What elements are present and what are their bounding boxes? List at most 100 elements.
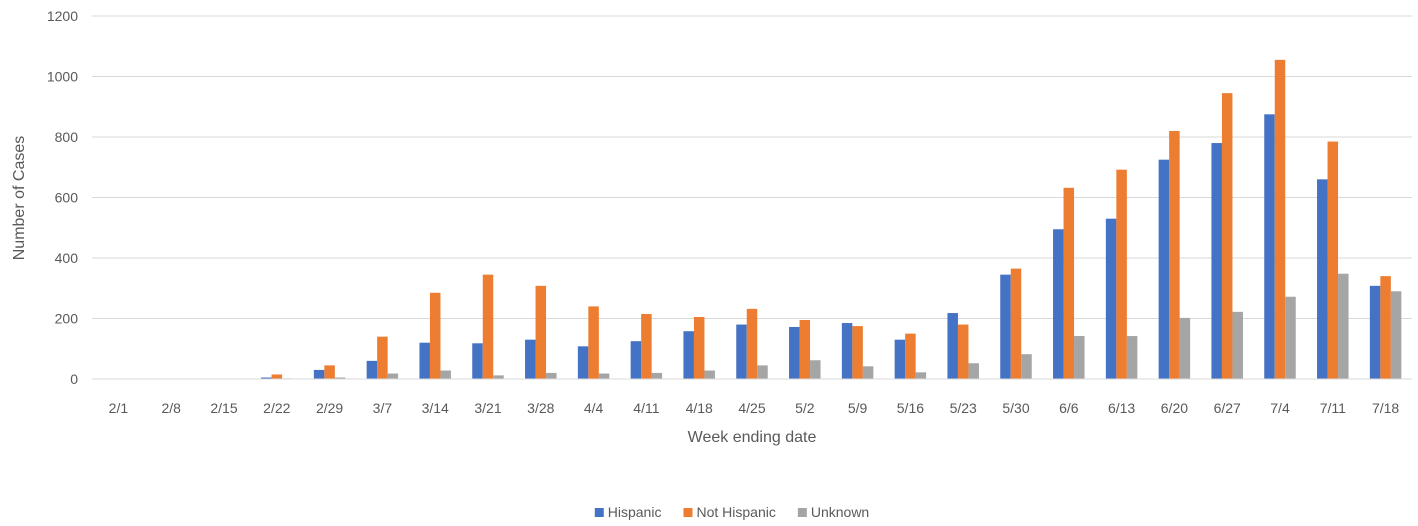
x-tick-label: 4/18 <box>686 400 713 416</box>
x-tick-label: 4/4 <box>584 400 604 416</box>
bar-hispanic <box>947 313 958 379</box>
x-tick-label: 3/21 <box>474 400 501 416</box>
y-tick-label: 1000 <box>47 69 78 85</box>
bar-not-hispanic <box>1169 130 1180 379</box>
x-tick-label: 4/25 <box>738 400 765 416</box>
bar-hispanic <box>630 341 642 379</box>
x-tick-label: 3/28 <box>527 400 554 416</box>
y-tick-label: 400 <box>55 250 79 266</box>
bar-not-hispanic <box>852 326 863 379</box>
bar-unknown <box>334 377 346 379</box>
bar-unknown <box>968 363 979 379</box>
x-tick-label: 2/15 <box>210 400 237 416</box>
bar-not-hispanic <box>324 365 335 379</box>
bar-hispanic <box>1158 159 1170 379</box>
x-tick-label: 5/23 <box>950 400 977 416</box>
bar-not-hispanic <box>693 316 705 379</box>
legend-swatch <box>594 508 604 517</box>
bar-unknown <box>1390 291 1402 379</box>
bar-unknown <box>651 372 663 379</box>
bar-hispanic <box>313 369 325 379</box>
legend-item-not-hispanic: Not Hispanic <box>683 504 776 520</box>
bar-unknown <box>440 370 451 379</box>
gridlines <box>92 15 1412 319</box>
bar-unknown <box>1179 317 1191 379</box>
x-axis-title: Week ending date <box>688 429 817 446</box>
x-tick-label: 6/6 <box>1059 400 1079 416</box>
bar-hispanic <box>1105 218 1117 379</box>
x-tick-label: 5/9 <box>848 400 868 416</box>
legend-item-unknown: Unknown <box>797 504 869 520</box>
bars <box>261 59 1402 380</box>
bar-unknown <box>387 373 399 379</box>
bar-not-hispanic <box>1221 93 1233 379</box>
bar-unknown <box>1074 336 1085 379</box>
bar-not-hispanic <box>535 285 547 379</box>
bar-unknown <box>1232 311 1243 379</box>
bar-hispanic <box>789 326 800 379</box>
bar-not-hispanic <box>482 274 494 379</box>
bar-unknown <box>546 372 557 379</box>
x-tick-label: 2/8 <box>161 400 181 416</box>
y-tick-label: 200 <box>55 311 79 327</box>
bar-not-hispanic <box>429 292 441 379</box>
bar-hispanic <box>419 342 430 379</box>
legend: Hispanic Not Hispanic Unknown <box>594 504 869 520</box>
legend-label: Hispanic <box>608 504 662 520</box>
bar-hispanic <box>1317 179 1328 379</box>
x-tick-label: 7/11 <box>1320 400 1346 416</box>
bar-not-hispanic <box>641 313 652 379</box>
bar-not-hispanic <box>1010 268 1022 379</box>
bar-hispanic <box>736 324 747 379</box>
x-tick-label: 5/30 <box>1002 400 1029 416</box>
bar-unknown <box>1285 296 1296 379</box>
bar-not-hispanic <box>1327 141 1339 379</box>
bar-unknown <box>598 373 610 379</box>
y-tick-label: 600 <box>55 190 79 206</box>
y-tick-label: 0 <box>70 371 78 387</box>
bar-unknown <box>810 360 821 379</box>
x-tick-label: 2/29 <box>316 400 343 416</box>
bar-not-hispanic <box>957 324 969 379</box>
bar-not-hispanic <box>1274 59 1286 380</box>
bar-hispanic <box>577 346 589 379</box>
y-tick-label: 1200 <box>47 8 78 24</box>
x-tick-label: 7/18 <box>1372 400 1399 416</box>
bar-unknown <box>704 370 715 379</box>
bar-not-hispanic <box>1116 169 1127 379</box>
y-axis-ticks: 0 200 400 600 800 1000 1200 <box>47 8 78 387</box>
x-tick-label: 7/4 <box>1270 400 1290 416</box>
bar-unknown <box>915 372 927 379</box>
x-tick-label: 5/16 <box>897 400 924 416</box>
bar-not-hispanic <box>588 306 599 379</box>
x-tick-label: 3/7 <box>373 400 393 416</box>
bar-hispanic <box>525 339 536 379</box>
y-axis-title: Number of Cases <box>11 136 28 261</box>
x-tick-label: 5/2 <box>795 400 815 416</box>
bar-not-hispanic <box>1380 276 1391 379</box>
bar-not-hispanic <box>799 320 811 379</box>
bar-not-hispanic <box>905 333 916 379</box>
bar-hispanic <box>261 377 272 379</box>
bar-hispanic <box>1264 114 1275 379</box>
bar-hispanic <box>472 343 483 379</box>
bar-unknown <box>493 375 504 379</box>
bar-not-hispanic <box>746 308 758 379</box>
bar-unknown <box>862 366 874 379</box>
bar-not-hispanic <box>377 336 388 379</box>
bar-hispanic <box>366 360 378 379</box>
bar-unknown <box>1126 336 1138 379</box>
bar-hispanic <box>1000 274 1011 379</box>
x-tick-label: 4/11 <box>633 400 659 416</box>
bar-hispanic <box>841 323 853 379</box>
x-tick-label: 3/14 <box>422 400 449 416</box>
bar-hispanic <box>1211 143 1222 379</box>
bar-unknown <box>1338 273 1349 379</box>
legend-swatch <box>683 508 693 517</box>
legend-swatch <box>797 508 807 517</box>
y-tick-label: 800 <box>55 129 79 145</box>
legend-label: Unknown <box>811 504 869 520</box>
x-axis-ticks: 2/1 2/8 2/15 2/22 2/29 3/7 3/14 3/21 3/28 4/4 4/11… <box>109 400 1400 416</box>
bar-hispanic <box>1053 229 1064 379</box>
